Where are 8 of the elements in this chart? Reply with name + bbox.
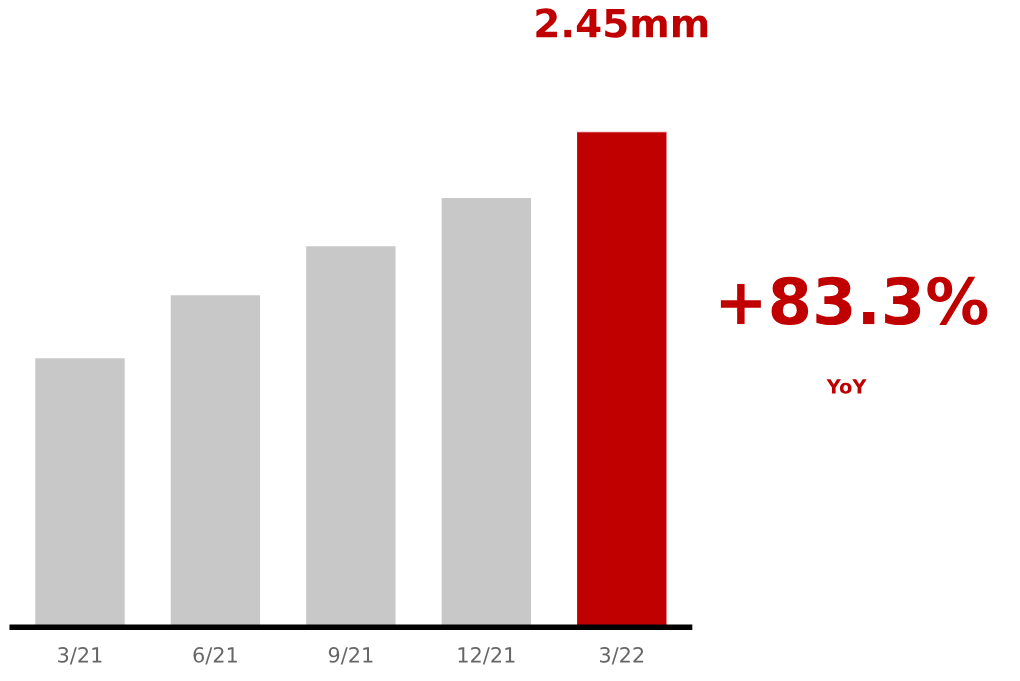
- x-tick-label: 3/21: [58, 647, 102, 665]
- x-tick-label: 9/21: [328, 647, 373, 665]
- x-tick-label: 12/21: [458, 647, 515, 665]
- text: +83.3%: [720, 276, 988, 325]
- x-tick-label: 6/21: [193, 647, 237, 665]
- x-tick-label: 3/22: [599, 647, 644, 665]
- text: YoY: [826, 379, 867, 394]
- annotation: 2.45mm: [536, 8, 708, 38]
